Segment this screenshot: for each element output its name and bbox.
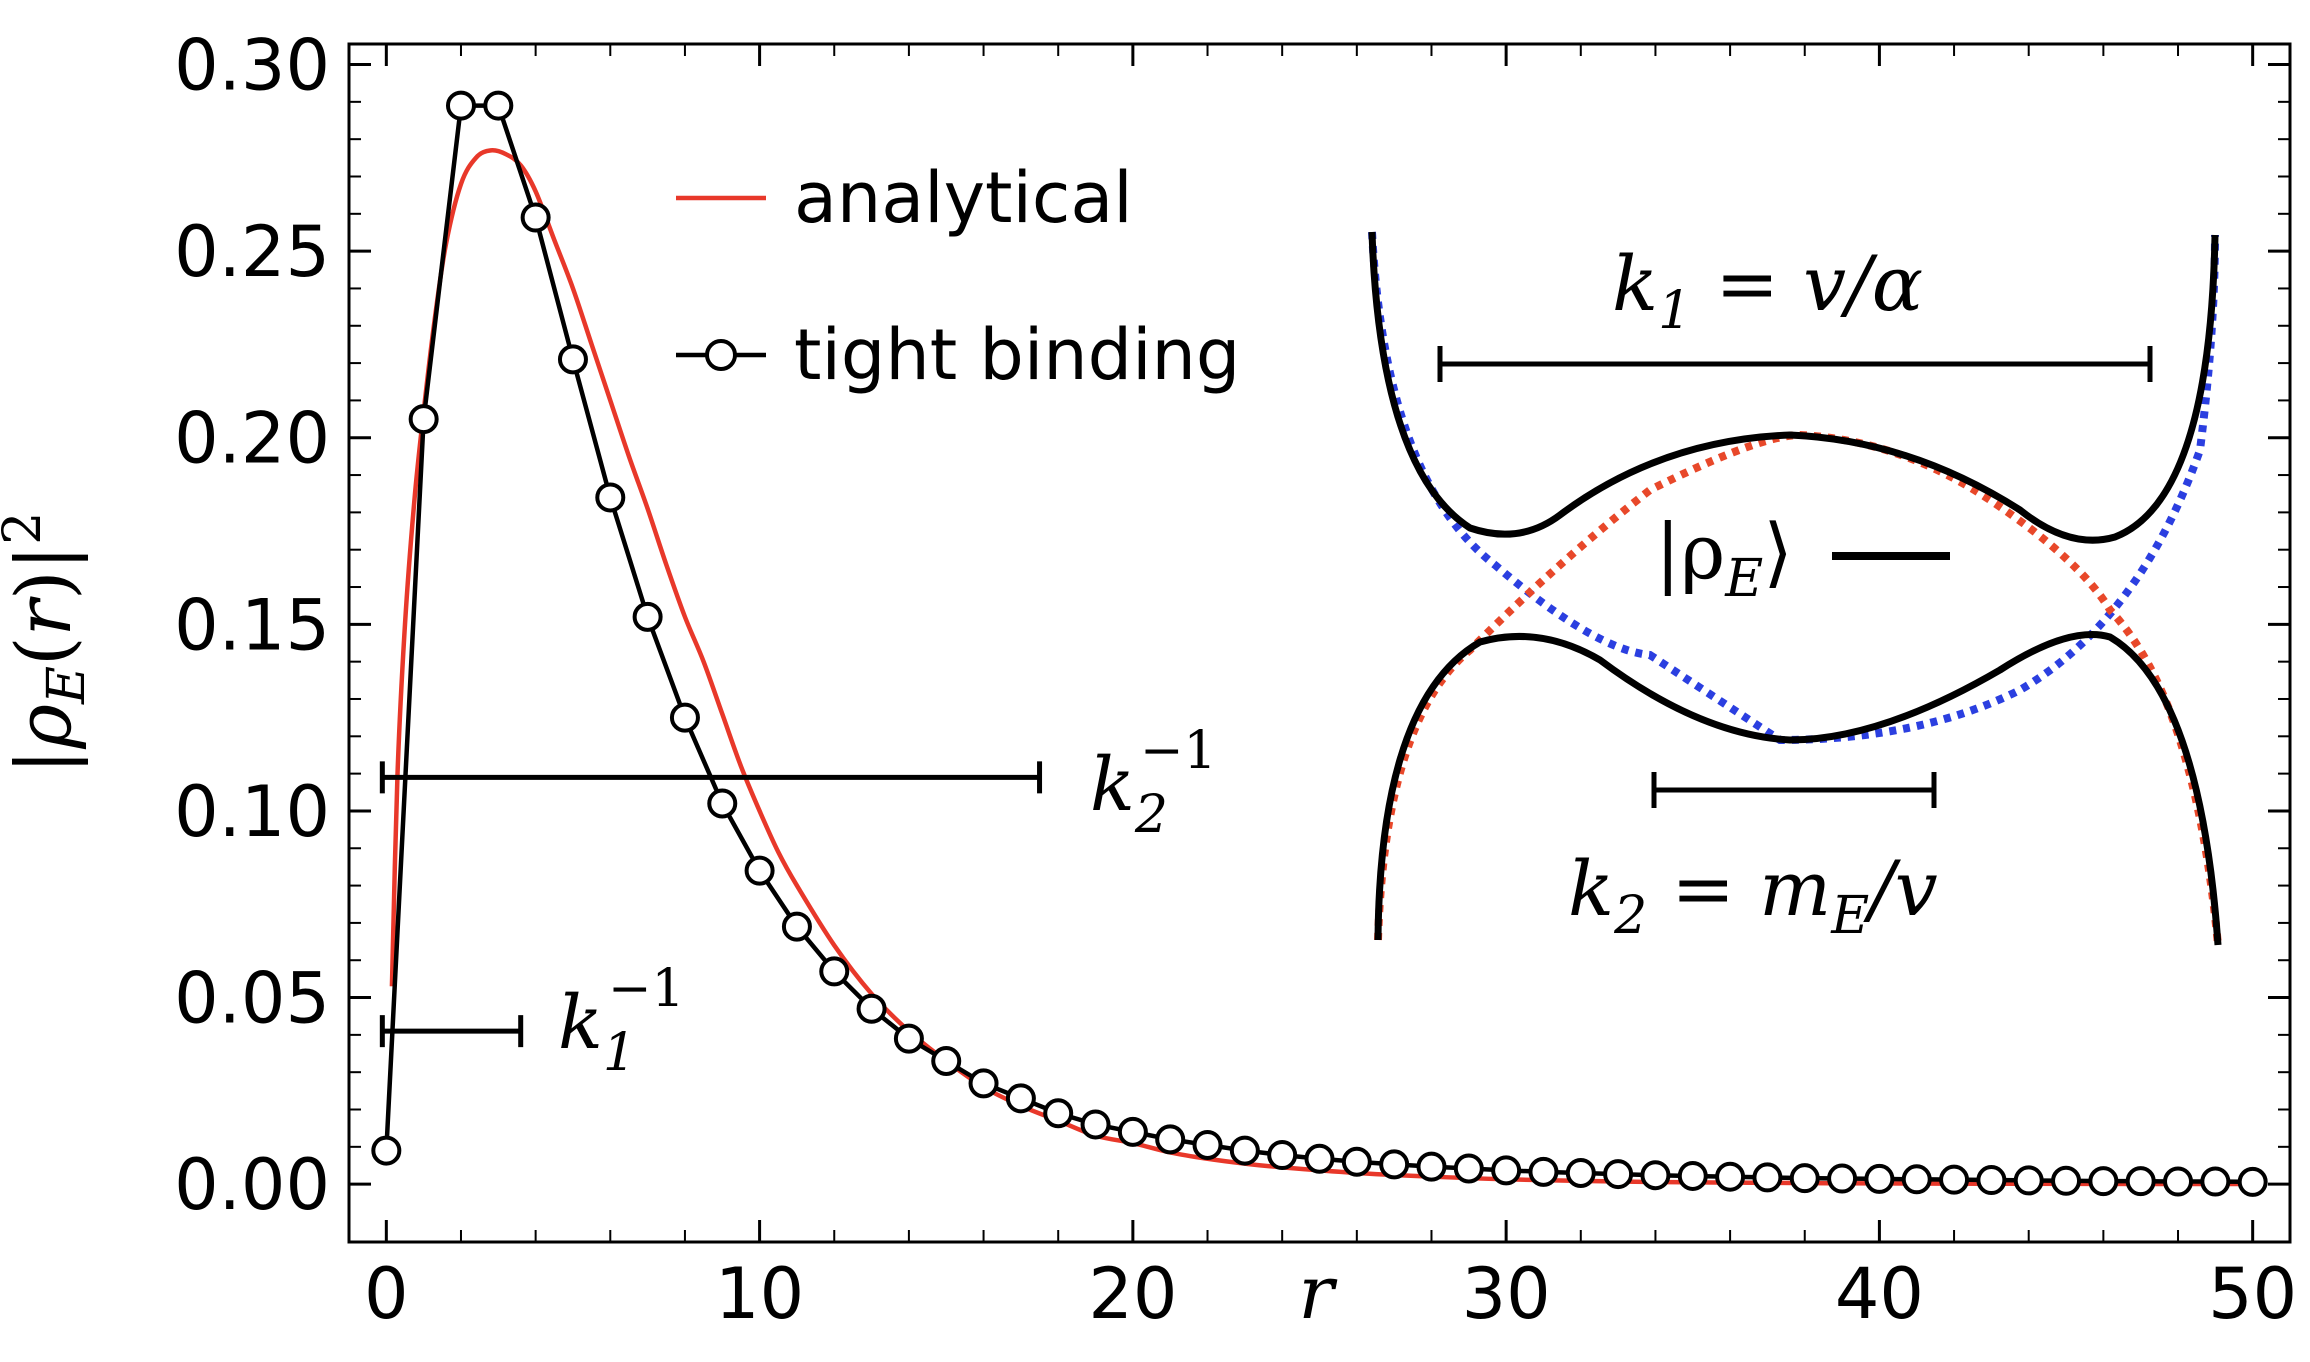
inset-k1-bar (1437, 346, 2153, 382)
tight-binding-point (781, 911, 812, 942)
series-tight-binding-line (384, 103, 2253, 1185)
tight-binding-point (1304, 1143, 1335, 1174)
tight-binding-point (1341, 1146, 1372, 1177)
tight-binding-point (707, 788, 738, 819)
k1-inverse-bar (379, 1015, 524, 1048)
inset-k2-label: k2 = mE/v (1568, 844, 1938, 946)
y-axis: 0.00 0.05 0.10 0.15 0.20 0.25 0.30 (174, 25, 2290, 1226)
tight-binding-point (1976, 1165, 2007, 1196)
inset-k2-bar (1651, 772, 1937, 808)
tight-binding-point (1528, 1156, 1559, 1187)
tight-binding-point (1939, 1164, 1970, 1195)
series-analytical-line (389, 147, 2253, 1187)
svg-text:|ρE(r)|2: |ρE(r)|2 (0, 512, 97, 775)
tight-binding-point (1640, 1160, 1671, 1191)
tight-binding-point (408, 404, 439, 435)
tight-binding-point (968, 1068, 999, 1099)
y-tick-label: 0.05 (174, 958, 330, 1040)
x-axis: 0 10 20 30 40 50 (364, 44, 2297, 1335)
tight-binding-point (669, 702, 700, 733)
tight-binding-point (2051, 1165, 2082, 1196)
y-tick-label: 0.10 (174, 771, 330, 853)
tight-binding-point (1827, 1163, 1858, 1194)
legend-label-tight-binding: tight binding (794, 314, 1240, 396)
inset-band-diagram: k1 = v/α |ρE⟩ k2 = mE/v (1368, 231, 2222, 946)
x-tick-label: 30 (1462, 1253, 1551, 1335)
tight-binding-point (1267, 1140, 1298, 1171)
y-tick-label: 0.20 (174, 398, 330, 480)
tight-binding-point (483, 90, 514, 121)
tight-binding-point (1603, 1159, 1634, 1190)
y-tick-label: 0.00 (174, 1144, 330, 1226)
tight-binding-point (2200, 1166, 2231, 1197)
tight-binding-point (445, 90, 476, 121)
inset-k1-label: k1 = v/α (1612, 239, 1923, 341)
series-tight-binding-points (371, 90, 2268, 1197)
tight-binding-point (520, 202, 551, 233)
tight-binding-point (2163, 1166, 2194, 1197)
tight-binding-point (893, 1023, 924, 1054)
tight-binding-point (1491, 1155, 1522, 1186)
tight-binding-point (371, 1135, 402, 1166)
k2-inverse-bar (379, 761, 1043, 794)
tight-binding-point (1677, 1160, 1708, 1191)
tight-binding-point (1379, 1149, 1410, 1180)
tight-binding-point (1043, 1098, 1074, 1129)
tight-binding-point (1565, 1157, 1596, 1188)
tight-binding-point (1901, 1164, 1932, 1195)
tight-binding-point (744, 855, 775, 886)
tight-binding-point (1416, 1151, 1447, 1182)
tight-binding-point (632, 601, 663, 632)
tight-binding-point (595, 482, 626, 513)
tight-binding-point (1192, 1129, 1223, 1160)
length-bars (379, 761, 1043, 1048)
inset-lower-band (1374, 631, 2222, 946)
tight-binding-point (1155, 1124, 1186, 1155)
x-tick-label: 10 (715, 1253, 804, 1335)
tight-binding-point (2237, 1166, 2268, 1197)
tight-binding-point (2013, 1165, 2044, 1196)
tight-binding-point (1080, 1109, 1111, 1140)
tight-binding-point (1752, 1162, 1783, 1193)
inset-upper-band (1368, 231, 2219, 544)
x-tick-label: 40 (1835, 1253, 1924, 1335)
tight-binding-point (1789, 1163, 1820, 1194)
inset-upper-dotted-branch (1368, 231, 2219, 745)
legend-entry-analytical: analytical (676, 157, 1133, 239)
tight-binding-point (1453, 1153, 1484, 1184)
tight-binding-point (2088, 1166, 2119, 1197)
tight-binding-point (931, 1045, 962, 1076)
tight-binding-point (856, 993, 887, 1024)
tight-binding-point (1864, 1163, 1895, 1194)
legend: analytical tight binding (676, 157, 1240, 396)
y-tick-label: 0.15 (174, 584, 330, 666)
tight-binding-point (1229, 1135, 1260, 1166)
k2-inverse-label: k2−1 (1090, 721, 1217, 845)
plot-frame (347, 42, 2292, 1244)
tight-binding-point (1005, 1083, 1036, 1114)
x-axis-label: r (1298, 1250, 1338, 1336)
k1-inverse-label: k1−1 (558, 959, 685, 1083)
tight-binding-point (2125, 1166, 2156, 1197)
inset-state-label: |ρE⟩ (1655, 507, 1793, 609)
tight-binding-point (1715, 1161, 1746, 1192)
x-tick-label: 20 (1088, 1253, 1177, 1335)
y-tick-label: 0.30 (174, 25, 330, 107)
tight-binding-point (819, 956, 850, 987)
y-axis-label: |ρE(r)|2 (0, 512, 97, 775)
y-tick-label: 0.25 (174, 211, 330, 293)
tight-binding-point (1117, 1116, 1148, 1147)
legend-entry-tight-binding: tight binding (676, 314, 1240, 396)
legend-label-analytical: analytical (794, 157, 1133, 239)
tight-binding-point (557, 344, 588, 375)
x-tick-label: 0 (364, 1253, 409, 1335)
x-tick-label: 50 (2208, 1253, 2297, 1335)
